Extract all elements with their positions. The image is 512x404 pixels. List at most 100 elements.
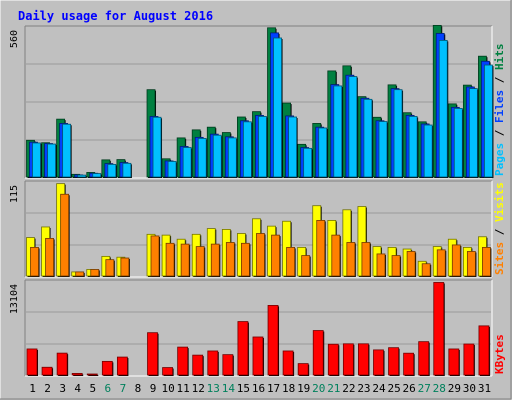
- bar-pages-day-30: [468, 88, 478, 178]
- bar-kbytes-day-17: [267, 305, 279, 376]
- bar-sites-day-27: [421, 263, 431, 277]
- bar-pages-day-27: [423, 124, 433, 178]
- x-tick-label-day-1: 1: [29, 382, 36, 395]
- legend-separator: /: [493, 123, 506, 143]
- x-tick-label-day-27: 27: [418, 382, 431, 395]
- bar-sites-day-5: [90, 269, 100, 277]
- bar-sites-day-28: [436, 249, 446, 277]
- bar-kbytes-day-19: [297, 363, 309, 376]
- bar-kbytes-day-9: [147, 332, 158, 376]
- legend-hits-files-pages: Pages / Files / Hits: [493, 44, 506, 177]
- bar-sites-day-16: [256, 233, 265, 277]
- bar-sites-day-23: [361, 242, 371, 277]
- x-tick-label-day-9: 9: [150, 382, 157, 395]
- x-tick-label-day-4: 4: [74, 382, 81, 395]
- bar-pages-day-4: [77, 174, 87, 178]
- bar-kbytes-day-31: [478, 325, 490, 376]
- bar-sites-day-7: [120, 257, 130, 277]
- bar-kbytes-day-5-shadow: [88, 375, 99, 376]
- x-tick-label-day-17: 17: [267, 382, 280, 395]
- x-tick-label-day-26: 26: [403, 382, 416, 395]
- x-tick-label-day-18: 18: [282, 382, 295, 395]
- bar-sites-day-6: [105, 259, 115, 277]
- x-tick-label-day-19: 19: [297, 382, 310, 395]
- panel-kbytes: 13104 KBytes: [9, 279, 506, 377]
- x-tick-label-day-25: 25: [387, 382, 400, 395]
- bar-pages-day-23: [363, 98, 373, 178]
- bar-pages-day-15: [243, 121, 252, 178]
- bar-kbytes-day-20: [312, 330, 324, 376]
- y-max-label: 13104: [9, 284, 20, 314]
- bar-kbytes-day-21: [327, 343, 339, 376]
- bar-sites-day-2: [45, 237, 54, 277]
- bar-sites-day-10: [165, 242, 175, 277]
- bar-pages-day-17: [273, 37, 282, 178]
- bar-sites-day-21: [331, 234, 341, 277]
- x-tick-label-day-15: 15: [237, 382, 250, 395]
- bar-sites-day-17: [271, 234, 280, 277]
- bar-kbytes-day-7: [116, 356, 128, 376]
- legend-separator: /: [493, 70, 506, 90]
- bar-pages-day-26: [408, 116, 418, 178]
- bar-kbytes-day-29: [448, 348, 460, 376]
- bar-sites-day-26: [406, 251, 416, 277]
- bar-pages-day-10: [167, 161, 177, 178]
- bar-sites-day-18: [286, 246, 295, 277]
- x-tick-label-day-21: 21: [327, 382, 340, 395]
- legend-item-sites: Sites: [493, 242, 506, 275]
- bar-sites-day-11: [180, 243, 190, 277]
- legend-kbytes: KBytes: [493, 334, 506, 374]
- bar-kbytes-day-28: [433, 282, 445, 376]
- bar-sites-day-30: [466, 251, 476, 277]
- bar-pages-day-2: [47, 143, 56, 178]
- x-tick-label-day-2: 2: [44, 382, 51, 395]
- bar-kbytes-day-15: [237, 321, 249, 376]
- bar-pages-day-29: [453, 108, 463, 178]
- bar-kbytes-day-25: [388, 347, 399, 376]
- bar-kbytes-day-18: [282, 350, 294, 376]
- bar-sites-day-25: [391, 255, 401, 277]
- bar-kbytes-day-16: [252, 336, 264, 376]
- bar-sites-day-19: [301, 255, 311, 277]
- bar-sites-day-4: [75, 271, 85, 277]
- x-tick-label-day-5: 5: [89, 382, 96, 395]
- x-tick-label-day-28: 28: [433, 382, 446, 395]
- x-tick-label-day-31: 31: [478, 382, 491, 395]
- bar-kbytes-day-3: [56, 352, 68, 376]
- bar-pages-day-11: [182, 147, 192, 178]
- bar-kbytes-day-14: [222, 354, 234, 376]
- bar-pages-day-28: [438, 39, 448, 178]
- bar-pages-day-5: [92, 173, 102, 178]
- legend-item-kbytes: KBytes: [493, 334, 506, 374]
- x-tick-label-day-8: 8: [135, 382, 142, 395]
- bar-sites-day-9: [150, 235, 160, 277]
- bar-sites-day-31: [482, 246, 491, 277]
- y-max-label: 560: [9, 30, 20, 48]
- bar-kbytes-day-23: [358, 343, 369, 376]
- bar-pages-day-1: [32, 142, 41, 178]
- bar-sites-day-3: [60, 193, 70, 277]
- bar-pages-day-18: [288, 116, 297, 178]
- bar-sites-day-15: [241, 242, 250, 277]
- x-tick-label-day-24: 24: [372, 382, 386, 395]
- bar-pages-day-16: [258, 116, 267, 178]
- bar-sites-day-29: [451, 244, 461, 277]
- bar-sites-day-12: [195, 246, 205, 277]
- panel-hits-files-pages: 560 Pages / Files / Hits: [9, 24, 506, 179]
- legend-item-pages: Pages: [493, 143, 506, 176]
- bar-pages-day-6: [107, 164, 117, 178]
- bar-kbytes-day-10: [162, 367, 173, 376]
- bar-sites-day-20: [316, 220, 326, 277]
- x-axis-labels: 1 2 3 4 5 6 7 8 9 10 11 12 13 14 15 16 17 18 19 20 21 22 23 24 2…: [29, 382, 491, 395]
- bar-kbytes-day-5: [86, 373, 98, 376]
- x-tick-label-day-20: 20: [312, 382, 325, 395]
- bar-pages-day-9: [152, 116, 162, 178]
- panels-layer: 560 Pages / Files / Hits 115 Sites / Visits…: [9, 24, 506, 377]
- x-tick-label-day-30: 30: [463, 382, 476, 395]
- x-tick-label-day-10: 10: [161, 382, 174, 395]
- bar-sites-day-24: [376, 253, 386, 277]
- legend-item-hits: Hits: [493, 44, 506, 71]
- bar-pages-day-24: [378, 121, 388, 178]
- x-tick-label-day-16: 16: [252, 382, 265, 395]
